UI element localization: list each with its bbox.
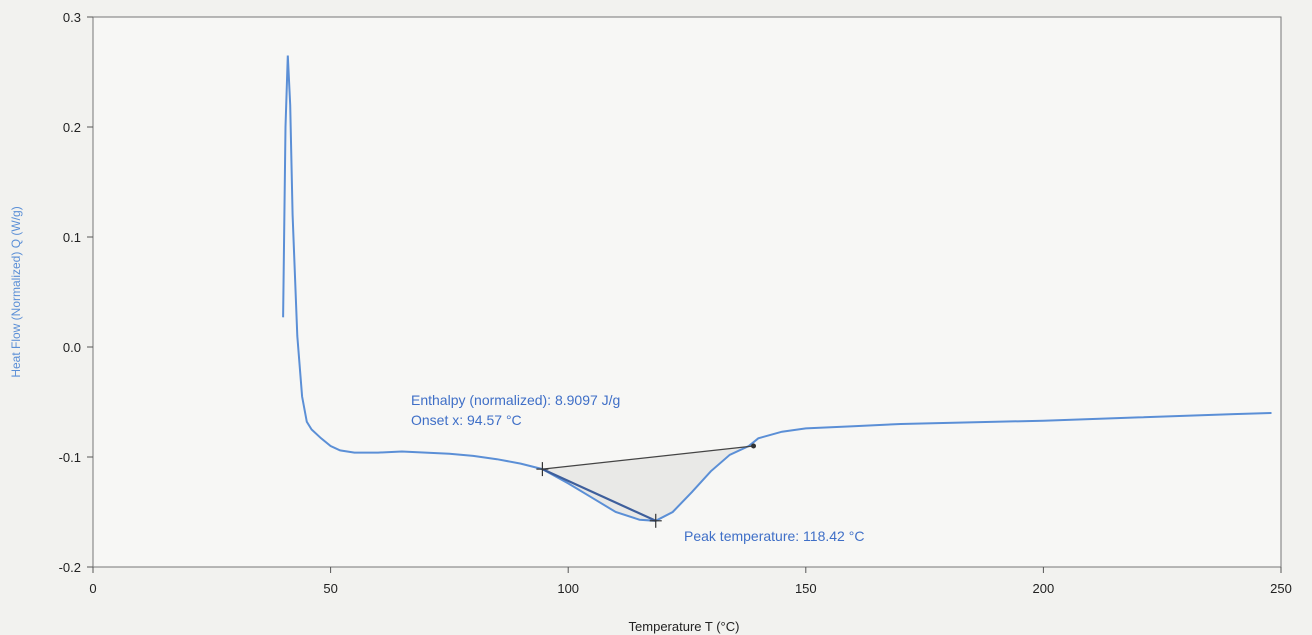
onset-tangent <box>541 468 657 522</box>
integration-baseline <box>542 445 754 470</box>
x-tick-label: 50 <box>323 581 337 596</box>
x-tick-label: 0 <box>89 581 96 596</box>
onset-annotation: Onset x: 94.57 °C <box>411 412 522 428</box>
y-tick-label: -0.1 <box>59 450 81 465</box>
baseline-end-marker <box>751 443 757 449</box>
x-tick-label: 100 <box>557 581 579 596</box>
y-tick-label: 0.1 <box>63 230 81 245</box>
axis-ticks: 0 50 100 150 200 250 -0.2 -0.1 0.0 0.1 0.2 0.3 <box>59 10 1292 596</box>
integration-fill <box>542 446 754 521</box>
y-axis-title: Heat Flow (Normalized) Q (W/g) <box>9 206 23 377</box>
x-axis-title: Temperature T (°C) <box>629 619 740 634</box>
integration-area <box>542 446 754 521</box>
y-tick-label: 0.2 <box>63 120 81 135</box>
peak-annotation: Peak temperature: 118.42 °C <box>684 528 864 544</box>
x-tick-label: 200 <box>1033 581 1055 596</box>
y-tick-label: 0.3 <box>63 10 81 25</box>
enthalpy-annotation: Enthalpy (normalized): 8.9097 J/g <box>411 392 620 408</box>
x-tick-label: 150 <box>795 581 817 596</box>
y-tick-label: -0.2 <box>59 560 81 575</box>
marker-layer <box>536 443 757 528</box>
y-tick-label: 0.0 <box>63 340 81 355</box>
x-tick-label: 250 <box>1270 581 1292 596</box>
